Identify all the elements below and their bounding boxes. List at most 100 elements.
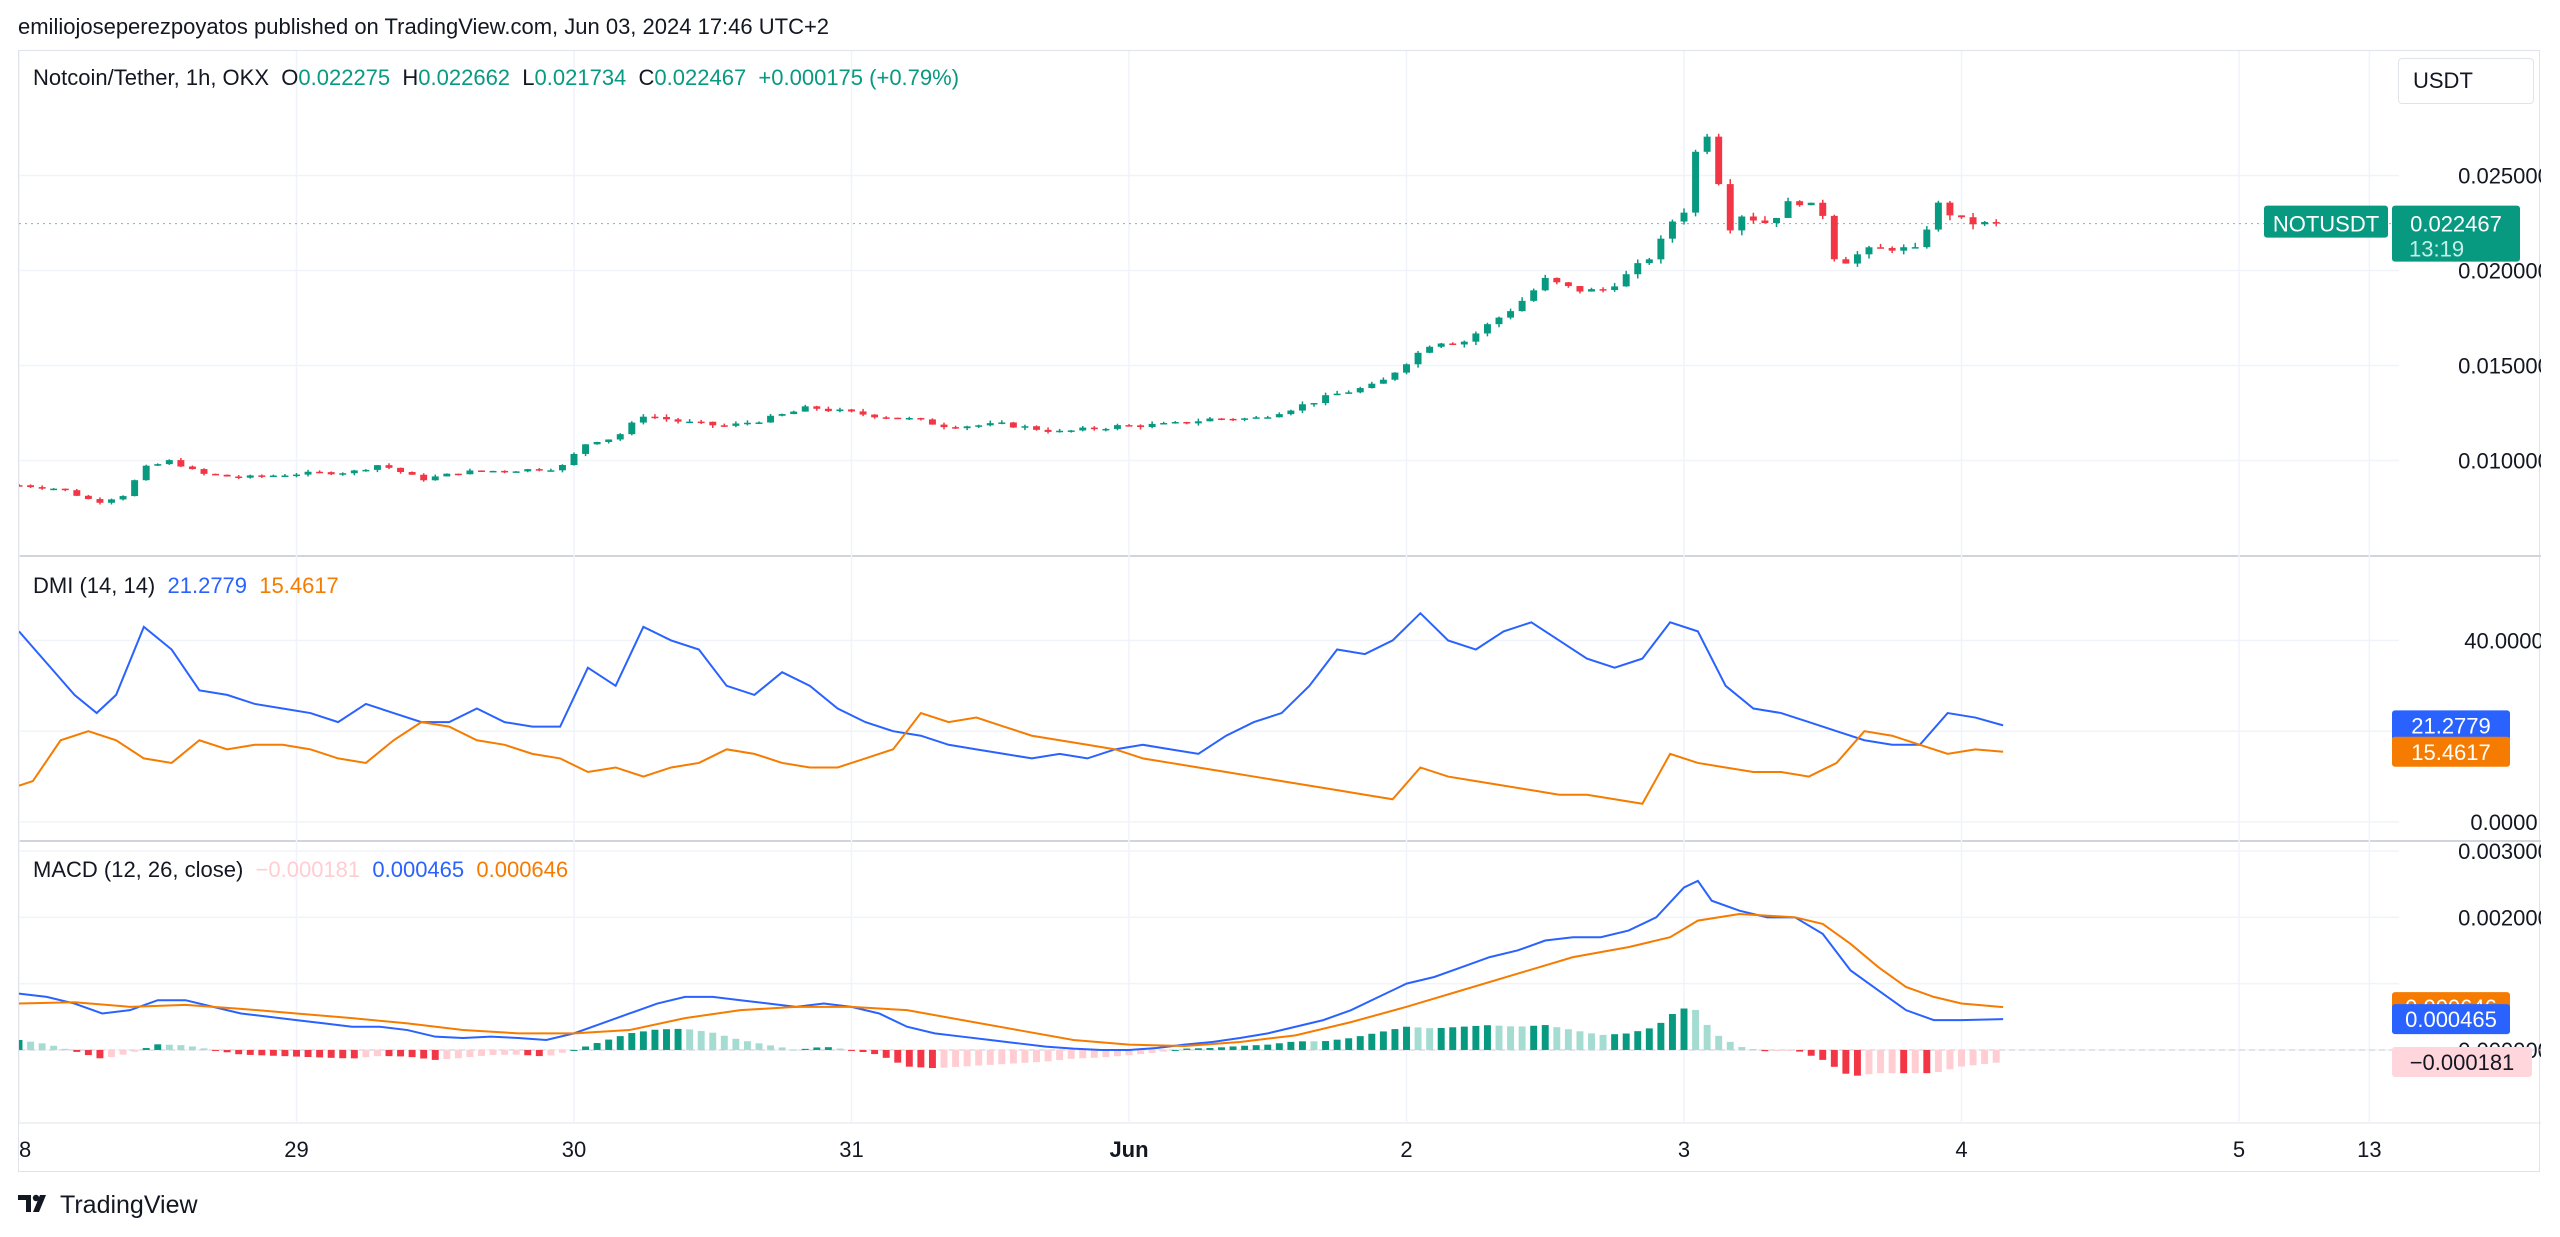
candle-body[interactable] [998, 422, 1006, 424]
candle-body[interactable] [1668, 221, 1676, 239]
candle-body[interactable] [1877, 247, 1885, 249]
candle-body[interactable] [905, 418, 913, 420]
candle-body[interactable] [1541, 277, 1549, 291]
candle-body[interactable] [570, 453, 578, 466]
candle-body[interactable] [1206, 418, 1214, 422]
candle-body[interactable] [663, 417, 670, 420]
candle-body[interactable] [154, 464, 162, 466]
candle-body[interactable] [824, 408, 832, 412]
dmi-label[interactable]: DMI (14, 14) [33, 573, 156, 598]
candle-body[interactable] [616, 434, 624, 440]
candle-body[interactable] [258, 475, 266, 477]
candle-body[interactable] [1310, 403, 1318, 405]
candle-body[interactable] [1588, 289, 1595, 292]
candle-body[interactable] [223, 474, 231, 477]
candle-body[interactable] [790, 411, 798, 415]
candle-body[interactable] [304, 471, 312, 475]
candle-body[interactable] [246, 475, 254, 478]
symbol-label[interactable]: Notcoin/Tether, 1h, OKX [33, 65, 270, 90]
candle-body[interactable] [443, 473, 451, 477]
candle-body[interactable] [478, 470, 485, 472]
candle-body[interactable] [50, 488, 58, 491]
chart-canvas[interactable]: 8 29 30 31 Jun 2 3 4 5 13 0.025000 0.020000 0.015000… [19, 51, 2541, 1173]
candle-body[interactable] [1645, 259, 1653, 264]
candle-body[interactable] [61, 488, 69, 491]
candle-body[interactable] [1819, 202, 1827, 216]
candle-body[interactable] [859, 411, 867, 415]
candle-body[interactable] [235, 476, 243, 479]
candle-body[interactable] [1726, 184, 1734, 231]
candle-body[interactable] [1426, 346, 1434, 353]
candle-body[interactable] [19, 485, 23, 487]
candle-body[interactable] [177, 460, 185, 467]
symbol-tag-bg[interactable] [2264, 205, 2388, 238]
candle-body[interactable] [73, 490, 81, 496]
candle-body[interactable] [316, 471, 324, 474]
candle-body[interactable] [408, 472, 416, 475]
candle-body[interactable] [651, 416, 659, 419]
candle-body[interactable] [1160, 422, 1168, 425]
candle-body[interactable] [281, 475, 289, 478]
candle-body[interactable] [1900, 247, 1908, 251]
candle-body[interactable] [512, 471, 520, 473]
candle-body[interactable] [1298, 404, 1306, 411]
candle-body[interactable] [674, 419, 682, 422]
candle-body[interactable] [1148, 423, 1156, 428]
candle-body[interactable] [397, 467, 405, 473]
candle-body[interactable] [1495, 317, 1503, 325]
candle-body[interactable] [1460, 341, 1468, 345]
candle-body[interactable] [1830, 215, 1838, 260]
candle-body[interactable] [431, 476, 439, 481]
candle-body[interactable] [188, 466, 196, 470]
candle-body[interactable] [1992, 222, 2000, 224]
candle-body[interactable] [1749, 216, 1757, 221]
candle-body[interactable] [582, 444, 590, 454]
candle-body[interactable] [339, 473, 347, 475]
candle-body[interactable] [1241, 418, 1249, 420]
candle-body[interactable] [1102, 428, 1110, 431]
candle-body[interactable] [466, 470, 474, 475]
candle-body[interactable] [778, 414, 786, 416]
candle-body[interactable] [709, 421, 717, 426]
dmi-series-line[interactable] [19, 611, 2004, 760]
candle-body[interactable] [373, 465, 381, 470]
candle-body[interactable] [1865, 247, 1873, 255]
candle-body[interactable] [1784, 201, 1792, 218]
candle-body[interactable] [1958, 215, 1965, 218]
candle-body[interactable] [639, 416, 647, 423]
macd-series-line[interactable] [19, 879, 2004, 1051]
candle-body[interactable] [894, 417, 902, 420]
candle-body[interactable] [1218, 418, 1225, 420]
candle-body[interactable] [1368, 383, 1376, 389]
candle-body[interactable] [1437, 343, 1445, 347]
candle-body[interactable] [1969, 217, 1977, 225]
candle-body[interactable] [1403, 364, 1410, 373]
candle-body[interactable] [1033, 426, 1040, 430]
candle-body[interactable] [501, 470, 509, 473]
candle-body[interactable] [1183, 422, 1191, 424]
candle-body[interactable] [1414, 352, 1422, 365]
candle-body[interactable] [1391, 372, 1399, 380]
candle-body[interactable] [605, 439, 613, 442]
macd-series-line[interactable] [19, 912, 2004, 1047]
candle-body[interactable] [535, 469, 543, 471]
candle-body[interactable] [38, 487, 46, 489]
candle-body[interactable] [1934, 202, 1942, 230]
candle-body[interactable] [1252, 417, 1260, 419]
candle-body[interactable] [108, 499, 115, 503]
candle-body[interactable] [454, 473, 462, 476]
candle-body[interactable] [1021, 426, 1029, 428]
candle-body[interactable] [917, 418, 925, 420]
candle-body[interactable] [1715, 136, 1723, 185]
last-price-badge[interactable] [2392, 205, 2520, 262]
candle-body[interactable] [848, 409, 855, 412]
candle-body[interactable] [1194, 421, 1202, 424]
candle-body[interactable] [1171, 422, 1179, 424]
candle-body[interactable] [593, 441, 601, 445]
candle-body[interactable] [96, 499, 104, 503]
candle-body[interactable] [686, 421, 694, 424]
candle-body[interactable] [1946, 202, 1954, 216]
candle-body[interactable] [836, 409, 844, 412]
candle-body[interactable] [200, 469, 208, 474]
candle-body[interactable] [1079, 427, 1087, 431]
